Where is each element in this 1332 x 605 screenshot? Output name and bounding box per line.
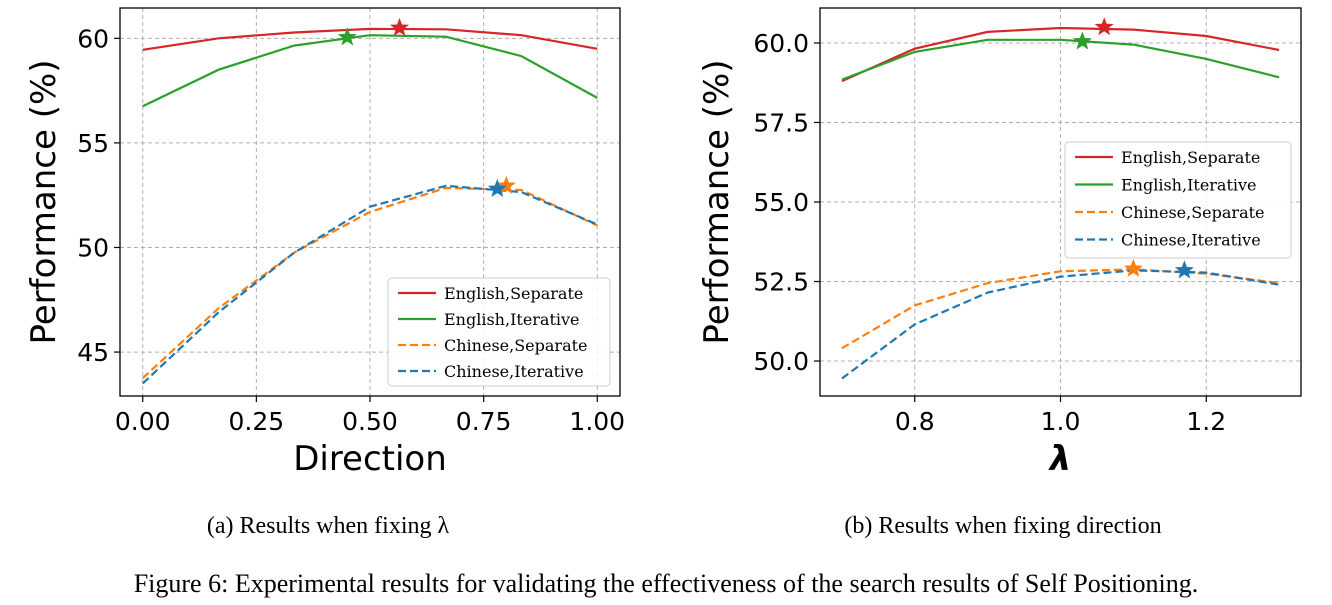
x-tick-label-b-2: 1.2 bbox=[1186, 407, 1226, 436]
y-tick-label-a-2: 55 bbox=[77, 129, 109, 158]
best-point-star-a-chinese-iterative bbox=[487, 178, 507, 197]
series-line-a-english-iterative bbox=[142, 34, 598, 108]
legend-label-a-2: Chinese,Separate bbox=[444, 336, 588, 355]
x-tick-label-a-1: 0.25 bbox=[229, 407, 285, 436]
legend-a: English,Separate English,Iterative Chinese… bbox=[387, 277, 611, 387]
best-point-star-a-chinese-separate bbox=[496, 175, 516, 194]
series-line-a-english-separate bbox=[142, 27, 598, 51]
y-axis-label-b: Performance (%) bbox=[697, 59, 737, 344]
chart-a-direction: 0.00 0.25 0.50 0.75 1.00 45 50 55 60 Direction Per… bbox=[24, 7, 625, 479]
legend-label-a-1: English,Iterative bbox=[444, 310, 580, 329]
y-tick-label-b-0: 50.0 bbox=[753, 347, 809, 376]
series-line-b-chinese-iterative bbox=[841, 269, 1280, 380]
legend-box-b bbox=[1064, 141, 1292, 259]
subfigure-caption-a: (a) Results when fixing λ bbox=[207, 513, 450, 539]
y-tick-label-b-4: 60.0 bbox=[753, 29, 809, 58]
x-tick-label-b-1: 1.0 bbox=[1041, 407, 1081, 436]
x-tick-label-a-4: 1.00 bbox=[569, 407, 625, 436]
subfigure-caption-b: (b) Results when fixing direction bbox=[844, 513, 1161, 539]
legend-b: English,Separate English,Iterative Chinese… bbox=[1064, 141, 1292, 259]
legend-label-b-1: English,Iterative bbox=[1121, 176, 1257, 195]
legend-label-a-0: English,Separate bbox=[444, 284, 583, 303]
legend-label-b-2: Chinese,Separate bbox=[1121, 203, 1265, 222]
y-tick-label-a-3: 60 bbox=[77, 24, 109, 53]
legend-label-b-3: Chinese,Iterative bbox=[1121, 231, 1261, 250]
y-tick-label-a-0: 45 bbox=[77, 338, 109, 367]
legend-label-b-0: English,Separate bbox=[1121, 148, 1260, 167]
best-point-star-a-english-separate bbox=[390, 17, 410, 36]
x-tick-label-a-2: 0.50 bbox=[342, 407, 398, 436]
best-point-star-a-english-iterative bbox=[337, 27, 357, 46]
best-point-star-b-english-iterative bbox=[1072, 31, 1092, 50]
x-tick-label-a-3: 0.75 bbox=[456, 407, 512, 436]
y-tick-label-b-1: 52.5 bbox=[753, 268, 809, 297]
legend-box-a bbox=[387, 277, 611, 387]
best-point-star-b-chinese-separate bbox=[1123, 258, 1143, 277]
y-tick-label-b-2: 55.0 bbox=[753, 188, 809, 217]
series-line-a-chinese-separate bbox=[141, 186, 598, 380]
x-axis-label-b: λ bbox=[1048, 439, 1072, 479]
chart-b-lambda: 0.8 1.0 1.2 50.0 52.5 55.0 57.5 60.0 λ Performanc… bbox=[697, 7, 1302, 479]
x-axis-label-a: Direction bbox=[293, 439, 447, 479]
legend-label-a-3: Chinese,Iterative bbox=[444, 362, 584, 381]
series-line-b-chinese-separate bbox=[841, 268, 1280, 350]
best-point-star-b-english-separate bbox=[1094, 17, 1114, 36]
y-tick-label-b-3: 57.5 bbox=[753, 108, 809, 137]
y-axis-label-a: Performance (%) bbox=[24, 59, 64, 344]
y-tick-label-a-1: 50 bbox=[77, 233, 109, 262]
series-line-a-chinese-iterative bbox=[141, 184, 598, 385]
x-tick-label-b-0: 0.8 bbox=[895, 407, 935, 436]
series-line-b-english-separate bbox=[841, 26, 1280, 83]
figure-caption: Figure 6: Experimental results for valid… bbox=[134, 569, 1199, 598]
series-line-b-english-iterative bbox=[841, 38, 1280, 81]
x-tick-label-a-0: 0.00 bbox=[115, 407, 171, 436]
best-point-star-b-chinese-iterative bbox=[1174, 260, 1194, 279]
